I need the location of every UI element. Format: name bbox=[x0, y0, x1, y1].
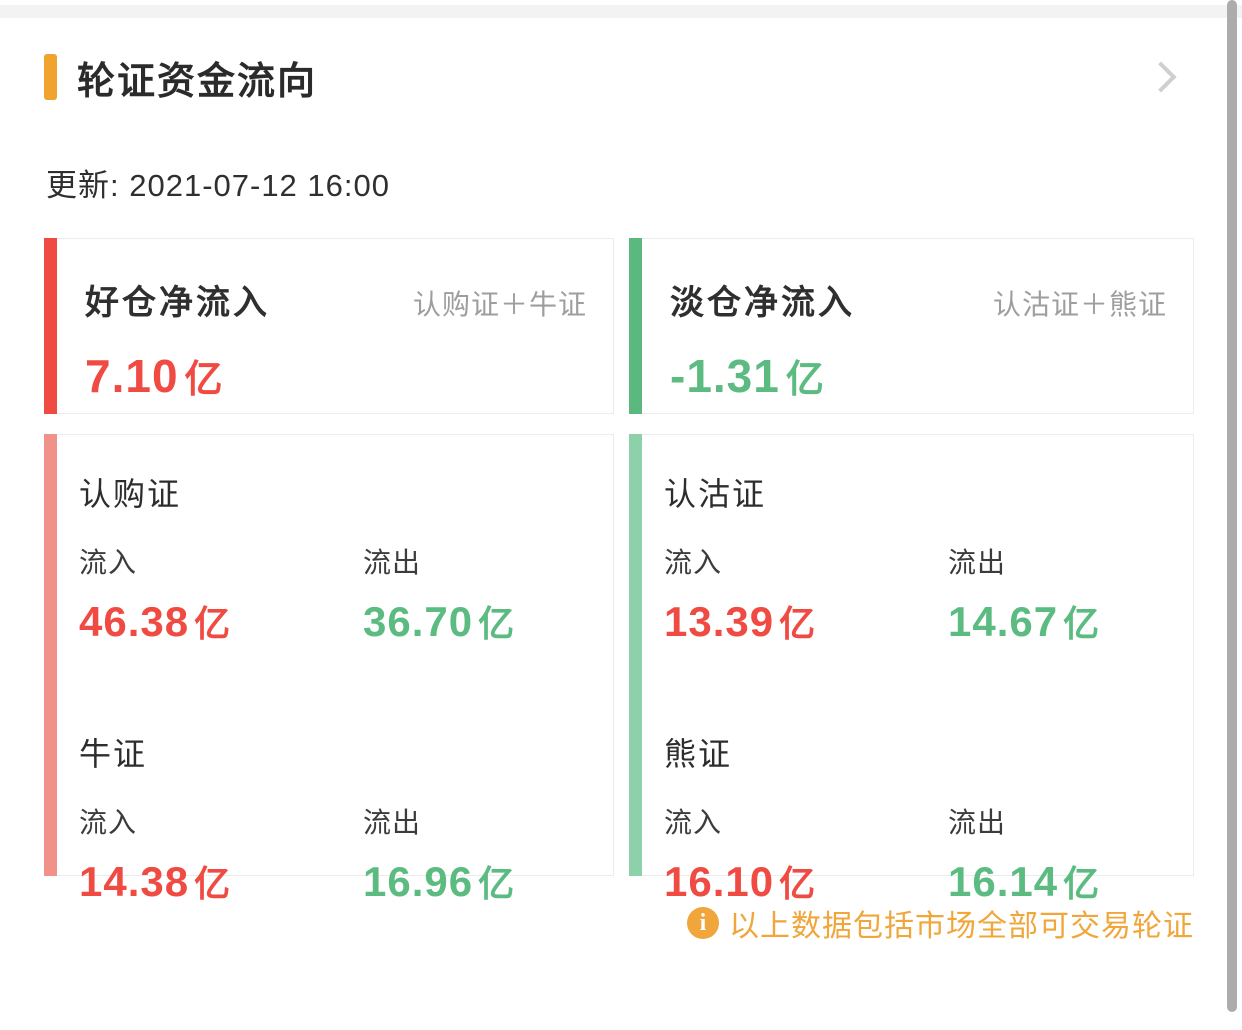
unit-label: 亿 bbox=[478, 863, 516, 904]
put-warrant-name: 认沽证 bbox=[664, 476, 767, 512]
info-icon: i bbox=[687, 907, 719, 939]
bull-certificate-name: 牛证 bbox=[79, 736, 148, 772]
put-warrant-inflow-value: 13.39 亿 bbox=[664, 598, 817, 645]
inflow-label: 流入 bbox=[664, 547, 723, 578]
vertical-scrollbar[interactable] bbox=[1227, 0, 1237, 1012]
inflow-label: 流入 bbox=[79, 807, 138, 838]
short-net-inflow-title: 淡仓净流入 bbox=[670, 284, 855, 322]
call-warrant-outflow-value: 36.70 亿 bbox=[363, 598, 516, 645]
title-accent-bar bbox=[44, 54, 57, 100]
data-scope-note-text: 以上数据包括市场全部可交易轮证 bbox=[729, 910, 1194, 943]
inflow-label: 流入 bbox=[79, 547, 138, 578]
long-net-inflow-title: 好仓净流入 bbox=[85, 284, 270, 322]
put-bear-detail-card: 认沽证 流入 13.39 亿 流出 14.67 亿 熊证 流入 16.10 亿 bbox=[629, 434, 1194, 905]
outflow-label: 流出 bbox=[363, 547, 422, 578]
call-warrant-inflow-value: 46.38 亿 bbox=[79, 598, 232, 645]
bear-certificate-section: 熊证 流入 16.10 亿 流出 16.14 亿 bbox=[664, 729, 1173, 907]
section-header[interactable]: 轮证资金流向 bbox=[44, 52, 1202, 103]
bear-certificate-name: 熊证 bbox=[664, 736, 733, 772]
put-warrant-section: 认沽证 流入 13.39 亿 流出 14.67 亿 bbox=[664, 469, 1173, 647]
outflow-label: 流出 bbox=[948, 547, 1007, 578]
outflow-label: 流出 bbox=[363, 807, 422, 838]
call-warrant-name: 认购证 bbox=[79, 476, 182, 512]
update-timestamp: 更新: 2021-07-12 16:00 bbox=[46, 168, 390, 203]
call-bull-detail-card: 认购证 流入 46.38 亿 流出 36.70 亿 牛证 流入 14.38 亿 bbox=[44, 434, 614, 905]
long-net-inflow-value: 7.10 亿 bbox=[85, 350, 224, 402]
long-net-inflow-card: 好仓净流入 认购证＋牛证 7.10 亿 bbox=[44, 238, 614, 414]
short-net-inflow-scope: 认沽证＋熊证 bbox=[992, 289, 1167, 320]
bull-certificate-outflow-value: 16.96 亿 bbox=[363, 858, 516, 905]
long-net-inflow-scope: 认购证＋牛证 bbox=[412, 289, 587, 320]
data-scope-note: i 以上数据包括市场全部可交易轮证 bbox=[44, 901, 1194, 945]
bull-certificate-inflow-value: 14.38 亿 bbox=[79, 858, 232, 905]
unit-label: 亿 bbox=[785, 359, 825, 401]
call-warrant-section: 认购证 流入 46.38 亿 流出 36.70 亿 bbox=[79, 469, 593, 647]
unit-label: 亿 bbox=[478, 603, 516, 644]
unit-label: 亿 bbox=[1063, 603, 1101, 644]
short-net-inflow-card: 淡仓净流入 认沽证＋熊证 -1.31 亿 bbox=[629, 238, 1194, 414]
unit-label: 亿 bbox=[184, 359, 224, 401]
unit-label: 亿 bbox=[194, 603, 232, 644]
outflow-label: 流出 bbox=[948, 807, 1007, 838]
unit-label: 亿 bbox=[194, 863, 232, 904]
unit-label: 亿 bbox=[779, 863, 817, 904]
inflow-label: 流入 bbox=[664, 807, 723, 838]
put-warrant-outflow-value: 14.67 亿 bbox=[948, 598, 1101, 645]
top-separator bbox=[0, 5, 1242, 18]
short-net-inflow-value: -1.31 亿 bbox=[670, 350, 825, 402]
unit-label: 亿 bbox=[779, 603, 817, 644]
unit-label: 亿 bbox=[1063, 863, 1101, 904]
page-title: 轮证资金流向 bbox=[77, 60, 318, 103]
bear-certificate-outflow-value: 16.14 亿 bbox=[948, 858, 1101, 905]
bull-certificate-section: 牛证 流入 14.38 亿 流出 16.96 亿 bbox=[79, 729, 593, 907]
chevron-right-icon[interactable] bbox=[1145, 61, 1177, 93]
bear-certificate-inflow-value: 16.10 亿 bbox=[664, 858, 817, 905]
